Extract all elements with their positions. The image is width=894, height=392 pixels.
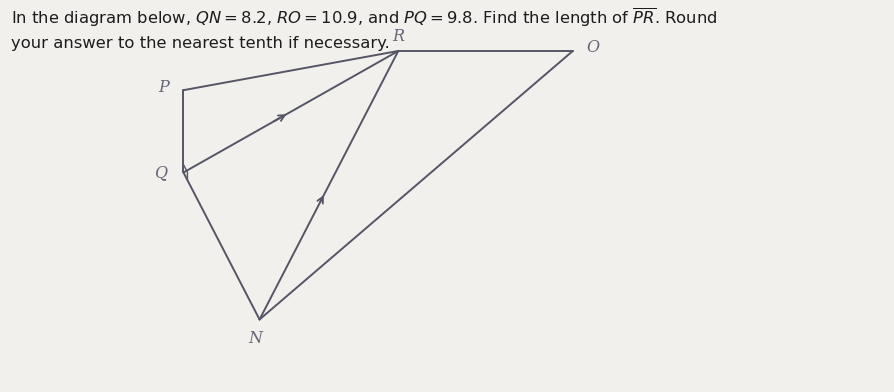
Text: N: N bbox=[248, 330, 262, 347]
Text: In the diagram below, $QN = 8.2$, $RO = 10.9$, and $PQ = 9.8$. Find the length o: In the diagram below, $QN = 8.2$, $RO = … bbox=[11, 6, 717, 51]
Text: Q: Q bbox=[154, 164, 166, 181]
Text: O: O bbox=[586, 39, 598, 56]
Text: R: R bbox=[392, 27, 404, 45]
Text: P: P bbox=[158, 78, 169, 96]
